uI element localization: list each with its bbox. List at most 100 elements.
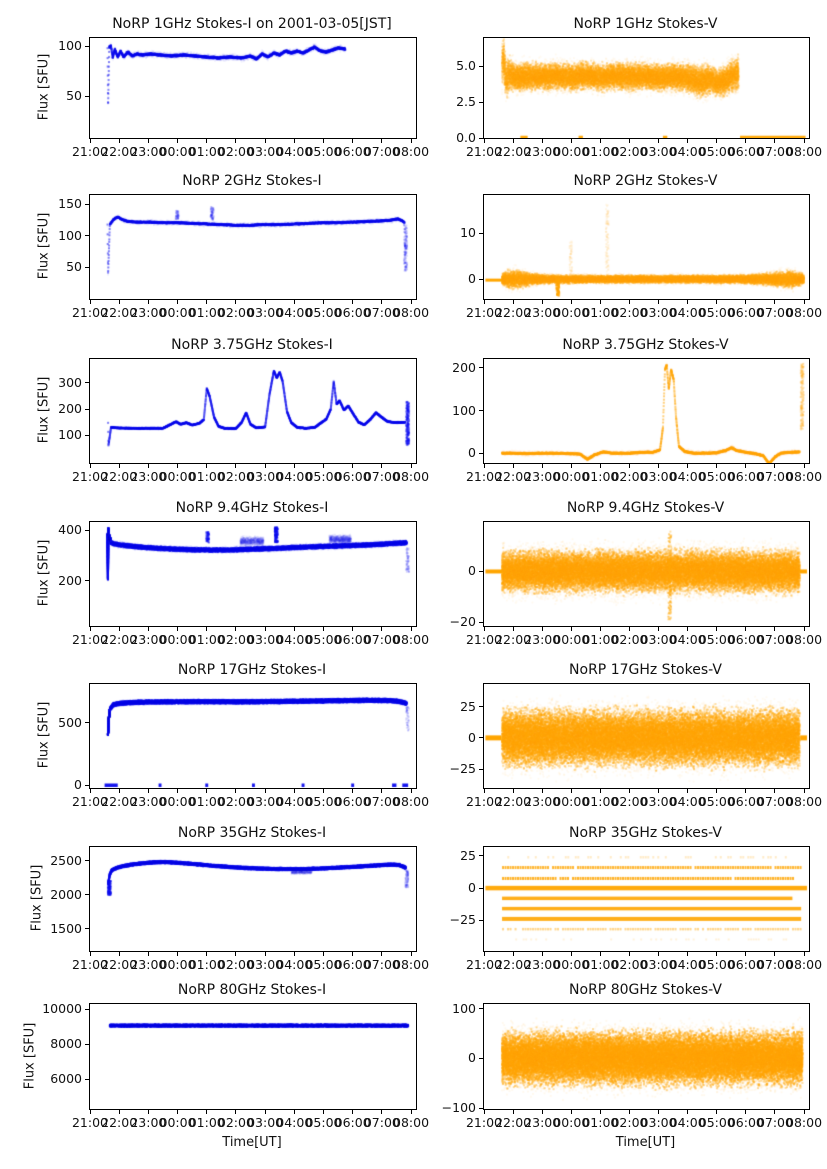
x-tick [658,139,660,143]
x-tick [628,139,630,143]
y-tick [479,621,483,623]
x-tick [206,789,208,793]
y-tick-label: 500 [58,714,82,730]
x-tick [570,1110,572,1114]
x-tick-label: 01:00 [188,632,225,647]
x-tick-label: 05:00 [305,632,342,647]
y-tick [85,1043,89,1045]
plot-area-canvas-3-75ghz-v [483,358,810,464]
y-tick-label: 6000 [50,1071,82,1087]
x-tick [410,464,412,468]
y-tick-label: 50 [66,259,82,275]
x-tick-label: 22:00 [495,469,532,484]
x-tick-label: 04:00 [276,144,313,159]
x-tick-label: 07:00 [363,632,400,647]
x-tick [687,952,689,956]
x-tick-label: 23:00 [130,1115,167,1130]
x-tick [658,952,660,956]
x-tick-label: 01:00 [582,794,619,809]
x-tick [118,952,120,956]
x-tick-label: 21:00 [71,794,109,809]
x-tick [322,1110,324,1114]
x-tick [599,139,601,143]
x-tick-label: 22:00 [101,632,138,647]
x-tick [410,139,412,143]
x-tick-label: 06:00 [334,469,371,484]
x-tick-label: 21:00 [465,957,503,972]
x-tick-label: 21:00 [465,469,503,484]
x-tick-label: 01:00 [582,632,619,647]
x-tick [803,1110,805,1114]
y-tick [85,203,89,205]
x-tick-label: 00:00 [159,632,196,647]
x-tick-label: 00:00 [159,469,196,484]
x-tick-label: 21:00 [71,632,109,647]
x-tick-label: 06:00 [334,305,371,320]
x-tick-label: 00:00 [553,794,590,809]
y-tick-label: 100 [452,402,476,418]
x-tick [628,627,630,631]
y-tick-label: 2.5 [456,94,476,110]
x-tick [716,464,718,468]
x-tick-label: 07:00 [756,957,793,972]
x-tick-label: 04:00 [669,469,706,484]
x-tick [658,464,660,468]
x-tick [774,952,776,956]
x-tick [541,139,543,143]
plot-area-canvas-35ghz-i [89,846,417,952]
x-tick-label: 05:00 [698,794,735,809]
x-tick-label: 03:00 [247,794,284,809]
x-tick-label: 07:00 [756,632,793,647]
x-tick [599,789,601,793]
x-tick [293,1110,295,1114]
x-tick-label: 05:00 [698,632,735,647]
x-tick [147,627,149,631]
x-tick [410,300,412,304]
x-tick [658,789,660,793]
x-tick-label: 22:00 [101,957,138,972]
x-tick-label: 07:00 [363,305,400,320]
x-tick-label: 08:00 [786,469,823,484]
x-tick-label: 04:00 [669,305,706,320]
x-tick-label: 21:00 [465,1115,503,1130]
x-tick-label: 00:00 [159,305,196,320]
x-tick [512,300,514,304]
y-tick-label: 400 [58,522,82,538]
y-tick [85,45,89,47]
x-tick [381,789,383,793]
y-tick-label: 8000 [50,1036,82,1052]
x-tick [264,300,266,304]
x-tick [745,627,747,631]
x-tick [512,789,514,793]
x-tick-label: 02:00 [217,794,254,809]
x-tick [89,789,91,793]
x-tick-label: 05:00 [698,1115,735,1130]
x-tick [483,952,485,956]
x-tick [235,627,237,631]
y-tick-label: −100 [441,1100,476,1115]
y-tick [85,434,89,436]
x-tick-label: 06:00 [334,1115,371,1130]
x-tick [235,952,237,956]
y-tick [479,1008,483,1010]
y-tick-label: 100 [58,38,82,53]
x-tick-label: 08:00 [393,469,430,484]
y-tick-label: 10 [460,225,476,241]
x-tick-label: 08:00 [393,632,430,647]
x-tick-label: 08:00 [786,957,823,972]
x-tick [235,464,237,468]
y-tick-label: 300 [58,374,82,390]
x-tick [177,1110,179,1114]
y-tick-label: 10000 [42,1001,82,1017]
y-tick-label: −25 [449,761,476,777]
x-tick [599,300,601,304]
x-tick [352,139,354,143]
plot-area-canvas-9-4ghz-v [483,521,810,627]
x-tick-label: 23:00 [130,794,167,809]
x-tick [716,300,718,304]
x-tick-label: 02:00 [217,957,254,972]
x-tick-label: 01:00 [582,469,619,484]
y-tick [85,529,89,531]
x-tick-label: 07:00 [363,957,400,972]
y-tick [85,894,89,896]
